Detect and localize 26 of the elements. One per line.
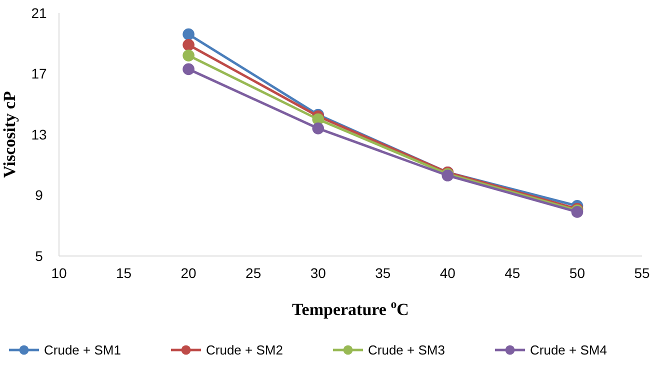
x-tick-label: 50 [569, 265, 586, 281]
x-tick-label: 30 [310, 265, 326, 281]
x-tick-label: 10 [51, 265, 67, 281]
y-tick-label: 13 [31, 126, 47, 142]
legend-label: Crude + SM1 [44, 342, 121, 358]
point [182, 38, 194, 51]
x-axis-title: Temperature $^{o}$C [292, 297, 409, 319]
y-tick-label: 5 [35, 248, 44, 264]
point [312, 122, 324, 134]
legend-label: Crude + SM4 [530, 342, 607, 358]
x-tick-label: 15 [116, 265, 132, 281]
legend-label: Crude + SM3 [368, 342, 445, 358]
x-tick-label: 40 [440, 265, 456, 281]
x-tick-label: 55 [634, 265, 650, 281]
x-tick-label: 20 [180, 265, 197, 281]
point [182, 63, 194, 76]
x-tick-label: 35 [375, 265, 391, 281]
point [182, 50, 194, 62]
y-tick-label: 21 [31, 4, 47, 21]
legend-label: Crude + SM2 [206, 342, 283, 358]
point [182, 28, 194, 40]
y-tick-label: 17 [31, 66, 47, 82]
y-tick-label: 9 [35, 187, 44, 204]
y-axis-title: Viscosity cP [0, 91, 19, 178]
x-tick-label: 25 [246, 265, 262, 281]
x-tick-label: 45 [504, 265, 520, 281]
